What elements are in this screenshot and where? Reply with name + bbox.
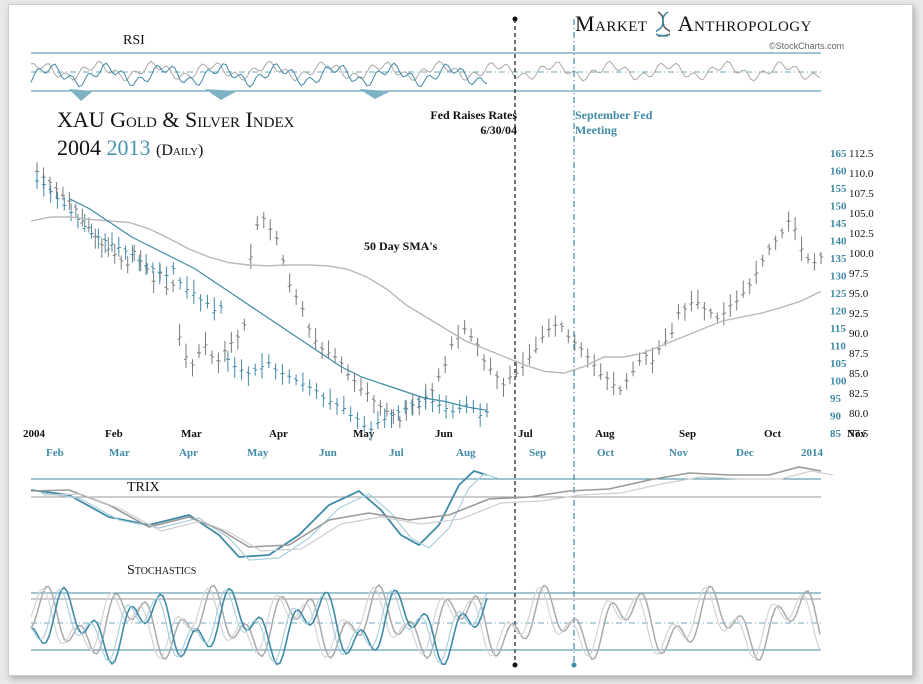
y-left-tick-label: 120 [830, 306, 847, 318]
y-right-tick-label: 100.0 [849, 248, 874, 260]
y-left-tick-label: 110 [830, 341, 846, 353]
trix-2004-signal [42, 470, 834, 552]
source-credit: ©StockCharts.com [769, 41, 845, 51]
y-right-tick-label: 92.5 [849, 308, 869, 320]
x-top-tick-label: Feb [105, 428, 123, 440]
y-right-tick-label: 102.5 [849, 228, 874, 240]
x-top-tick-label: May [353, 428, 375, 440]
x-bottom-tick-label: 2014 [801, 447, 824, 459]
y-right-tick-label: 82.5 [849, 388, 869, 400]
rsi-2013-line [30, 62, 488, 88]
trix-label: TRIX [127, 480, 160, 495]
year-2013: 2013 [106, 135, 151, 160]
x-bottom-tick-label: Apr [179, 447, 198, 459]
sma-2013-line [68, 197, 488, 411]
interval-label: (Daily) [156, 142, 204, 159]
x-bottom-tick-label: Feb [46, 447, 64, 459]
fed-raise-line1: Fed Raises Rates [430, 108, 517, 122]
rsi-label: RSI [123, 33, 145, 48]
sept-fed-annotation: September Fed Meeting [575, 108, 652, 138]
x-bottom-tick-label: Aug [456, 447, 476, 459]
y-right-tick-label: 95.0 [849, 288, 869, 300]
trix-2004-line [30, 466, 822, 548]
rsi-oversold-fill [69, 89, 391, 101]
y-left-tick-label: 165 [830, 148, 847, 160]
y-left-tick-label: 145 [830, 218, 847, 230]
sept-fed-line1: September Fed [575, 108, 653, 122]
x-bottom-tick-label: Jul [389, 447, 404, 459]
x-top-tick-label: Sep [679, 428, 696, 440]
x-top-tick-label: 2004 [23, 428, 46, 440]
fed-raise-annotation: Fed Raises Rates 6/30/04 [417, 108, 517, 138]
brand-name-right: Anthropology [677, 11, 812, 36]
chart-title: XAU Gold & Silver Index [57, 107, 295, 132]
x-bottom-tick-label: Mar [109, 447, 130, 459]
stochastics-label: Stochastics [127, 563, 197, 578]
y-right-tick-label: 112.5 [849, 148, 874, 160]
x-top-tick-label: Aug [595, 428, 615, 440]
y-left-tick-label: 135 [830, 253, 847, 265]
y-left-tick-label: 160 [830, 166, 847, 178]
rsi-2004-line [30, 60, 821, 82]
y-right-tick-label: 77.5 [849, 428, 869, 440]
y-left-tick-label: 130 [830, 271, 847, 283]
y-right-tick-label: 105.0 [849, 208, 874, 220]
chart-frame: 112.5 110.0 107.5 105.0 102.5 100.0 97.5 95.0 92… [8, 4, 913, 676]
y-left-tick-label: 100 [830, 376, 847, 388]
y-right-tick-label: 87.5 [849, 348, 869, 360]
y-right-tick-label: 110.0 [849, 168, 874, 180]
sma-2004-line [30, 216, 822, 374]
stoch-2013-signal [30, 588, 488, 664]
x-bottom-tick-label: Dec [736, 447, 754, 459]
fed-raise-dot-top [512, 16, 518, 22]
stoch-2004-signal [30, 586, 821, 660]
x-bottom-tick-label: Oct [597, 447, 614, 459]
x-top-tick-label: Jul [518, 428, 533, 440]
x-top-tick-label: Nov [847, 428, 866, 440]
y-right-tick-label: 97.5 [849, 268, 869, 280]
y-left-tick-label: 115 [830, 323, 846, 335]
fed-raise-line2: 6/30/04 [480, 123, 517, 137]
x-bottom-tick-label: Sep [529, 447, 546, 459]
stoch-2004-line [30, 583, 821, 661]
y-left-tick-label: 105 [830, 358, 847, 370]
brand-logo: Market Anthropology [575, 11, 812, 37]
y-left-tick-label: 150 [830, 201, 847, 213]
chart-subtitle: 2004 2013 (Daily) [57, 135, 203, 161]
x-top-tick-label: Oct [764, 428, 781, 440]
y-left-tick-label: 140 [830, 236, 847, 248]
y-right-tick-label: 85.0 [849, 368, 869, 380]
brand-name-left: Market [575, 11, 648, 36]
fed-raise-dot-bottom [512, 662, 518, 668]
year-2004: 2004 [57, 135, 101, 160]
y-right-tick-label: 107.5 [849, 188, 874, 200]
sept-fed-dot-bottom [571, 662, 577, 668]
y-left-tick-label: 125 [830, 288, 847, 300]
x-bottom-tick-label: Nov [669, 447, 688, 459]
trix-2013-line [30, 469, 488, 558]
x-top-tick-label: Mar [181, 428, 202, 440]
y-right-tick-label: 90.0 [849, 328, 869, 340]
stoch-2013-line [30, 586, 488, 666]
sma-annotation: 50 Day SMA's [364, 239, 438, 253]
y-right-tick-label: 80.0 [849, 408, 869, 420]
x-top-tick-label: Jun [435, 428, 453, 440]
dna-icon [655, 11, 670, 37]
y-left-tick-label: 85 [830, 428, 842, 440]
sept-fed-line2: Meeting [575, 123, 617, 137]
x-bottom-tick-label: Jun [319, 447, 337, 459]
y-left-tick-label: 155 [830, 183, 847, 195]
y-left-tick-label: 95 [830, 393, 842, 405]
x-bottom-tick-label: May [247, 447, 269, 459]
price-chart: 112.5 110.0 107.5 105.0 102.5 100.0 97.5 95.0 92… [23, 16, 874, 668]
x-top-tick-label: Apr [269, 428, 288, 440]
y-left-tick-label: 90 [830, 411, 842, 423]
